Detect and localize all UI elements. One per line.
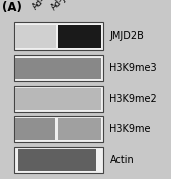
Bar	[14, 147, 103, 173]
Text: H3K9me3: H3K9me3	[109, 64, 157, 73]
Bar	[15, 118, 55, 140]
Text: H3K9me: H3K9me	[109, 124, 151, 134]
Bar	[14, 116, 103, 142]
Text: Ad-GFP: Ad-GFP	[31, 0, 59, 12]
Bar	[15, 58, 101, 79]
Bar	[18, 149, 96, 171]
Bar	[14, 86, 103, 112]
Text: Ad-JMJD2B: Ad-JMJD2B	[50, 0, 88, 12]
Bar	[15, 88, 101, 110]
Text: Actin: Actin	[109, 155, 134, 165]
Bar	[14, 22, 103, 50]
Text: JMJD2B: JMJD2B	[109, 31, 144, 41]
Bar	[58, 25, 101, 48]
Bar	[14, 55, 103, 81]
Text: (A): (A)	[2, 1, 22, 14]
Bar	[58, 118, 101, 140]
Text: H3K9me2: H3K9me2	[109, 94, 157, 104]
Bar	[15, 25, 56, 48]
